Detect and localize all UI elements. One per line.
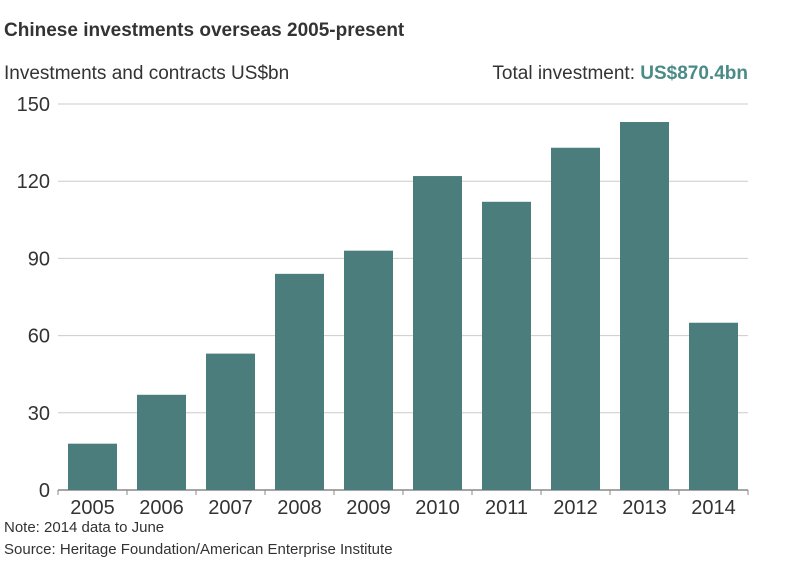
bar-2011 (482, 201, 531, 490)
x-tick-label: 2005 (70, 497, 115, 519)
total-investment-value: US$870.4bn (640, 63, 748, 84)
x-tick-label: 2006 (139, 497, 184, 519)
bar-2007 (206, 353, 255, 490)
chart-note: Note: 2014 data to June (4, 519, 165, 536)
y-tick-label: 60 (28, 326, 50, 348)
bar-2013 (620, 122, 669, 490)
x-tick-label: 2011 (485, 497, 528, 519)
y-axis-label: Investments and contracts US$bn (4, 63, 290, 84)
total-investment-label: Total investment: (492, 63, 641, 84)
bar-2014 (689, 322, 738, 490)
x-tick-label: 2010 (415, 497, 460, 519)
x-tick-label: 2014 (691, 497, 736, 519)
bar-2009 (344, 250, 393, 490)
x-tick-labels: 2005 2006 2007 2008 2009 2010 2011 2012 2013 2014 (57, 490, 749, 519)
y-tick-label: 90 (28, 248, 50, 270)
y-tick-labels: 0 30 60 90 120 150 (17, 94, 50, 502)
x-tick-label: 2008 (277, 497, 322, 519)
x-tick-label: 2007 (208, 497, 253, 519)
bar-2006 (137, 394, 186, 490)
x-tick-label: 2009 (346, 497, 391, 519)
chart-title: Chinese investments overseas 2005-presen… (4, 20, 405, 41)
chart-source: Source: Heritage Foundation/American Ent… (4, 541, 393, 558)
bar-2012 (551, 147, 600, 490)
y-tick-label: 0 (39, 480, 50, 502)
total-investment: Total investment: US$870.4bn (492, 63, 748, 85)
y-tick-label: 30 (28, 403, 50, 425)
y-tick-label: 120 (17, 171, 50, 193)
bar-2010 (413, 176, 462, 490)
bar-2005 (68, 443, 117, 490)
x-tick-label: 2012 (553, 497, 598, 519)
y-tick-label: 150 (17, 94, 50, 116)
bar-2008 (275, 273, 324, 490)
bars (68, 122, 738, 490)
x-tick-label: 2013 (622, 497, 667, 519)
